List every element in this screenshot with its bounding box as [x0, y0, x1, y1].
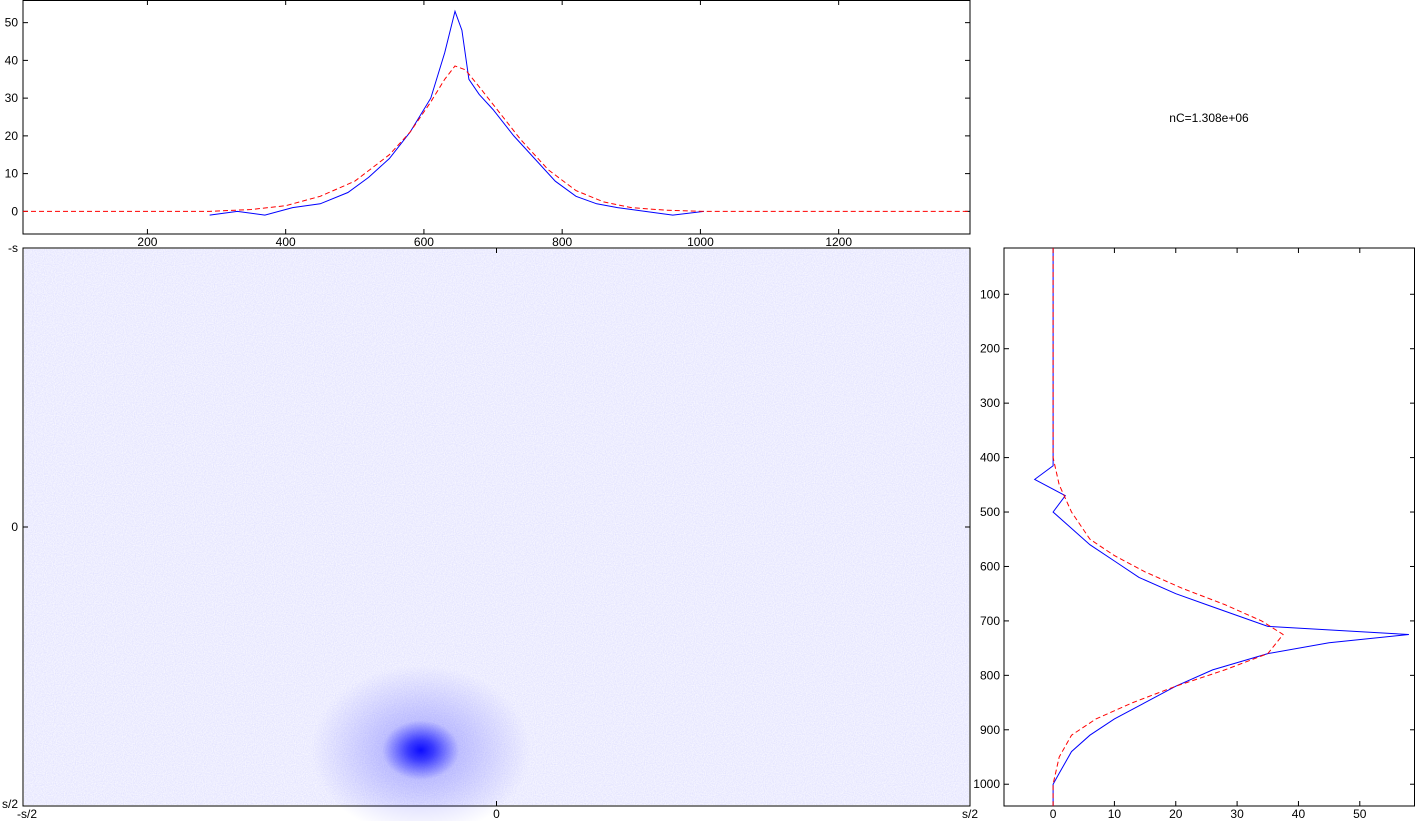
- right-x-tick-label: 40: [1292, 807, 1306, 821]
- right-x-tick-label: 0: [1050, 807, 1057, 821]
- right-y-tick-label: 200: [980, 342, 1000, 356]
- right-x-tick-label: 30: [1230, 807, 1244, 821]
- image-peak-spot: [310, 665, 531, 821]
- image-y-tick-label: -s: [8, 241, 18, 255]
- right-profile-panel: 0 10 20 30 40 50 100 200 300 400 500 600 700 800 900 10…: [973, 247, 1415, 821]
- right-series-line-1: [1033, 248, 1409, 806]
- annotation-text: nC=1.308e+06: [1169, 111, 1249, 125]
- right-series-line-2: [1052, 248, 1284, 806]
- image-x-tick-label: -s/2: [17, 807, 37, 821]
- top-y-tick-label: 40: [5, 53, 19, 67]
- right-y-tick-label: 900: [980, 723, 1000, 737]
- top-y-tick-label: 20: [5, 129, 19, 143]
- right-y-tick-label: 600: [980, 559, 1000, 573]
- top-x-tick-label: 600: [414, 235, 434, 249]
- right-x-tick-label: 50: [1353, 807, 1367, 821]
- top-series-line-2: [23, 65, 970, 212]
- top-x-tick-label: 1000: [687, 235, 714, 249]
- right-y-tick-label: 400: [980, 451, 1000, 465]
- top-y-tick-label: 0: [11, 204, 18, 218]
- right-x-tick-label: 20: [1169, 807, 1183, 821]
- right-y-tick-label: 300: [980, 396, 1000, 410]
- top-plot-frame: [22, 0, 971, 235]
- main-image-panel: -s/2 0 s/2 -s 0 s/2: [2, 241, 978, 821]
- right-y-tick-label: 500: [980, 505, 1000, 519]
- top-x-tick-label: 1200: [825, 235, 852, 249]
- top-profile-panel: 200 400 600 800 1000 1200 0 10 20 30 40 50: [5, 0, 971, 249]
- top-series-line-1: [209, 9, 704, 216]
- right-plot-frame: [1003, 247, 1415, 807]
- right-y-tick-label: 100: [980, 287, 1000, 301]
- top-y-tick-label: 10: [5, 167, 19, 181]
- top-x-tick-label: 400: [276, 235, 296, 249]
- image-y-tick-label: s/2: [2, 797, 18, 811]
- right-y-tick-label: 800: [980, 668, 1000, 682]
- right-y-tick-label: 1000: [973, 777, 1000, 791]
- top-x-tick-label: 800: [552, 235, 572, 249]
- right-y-tick-label: 700: [980, 614, 1000, 628]
- image-x-tick-label: s/2: [962, 807, 978, 821]
- top-x-tick-label: 200: [137, 235, 157, 249]
- top-y-tick-label: 30: [5, 91, 19, 105]
- image-x-tick-label: 0: [493, 807, 500, 821]
- right-x-tick-label: 10: [1108, 807, 1122, 821]
- image-y-tick-label: 0: [11, 520, 18, 534]
- top-y-tick-label: 50: [5, 16, 19, 30]
